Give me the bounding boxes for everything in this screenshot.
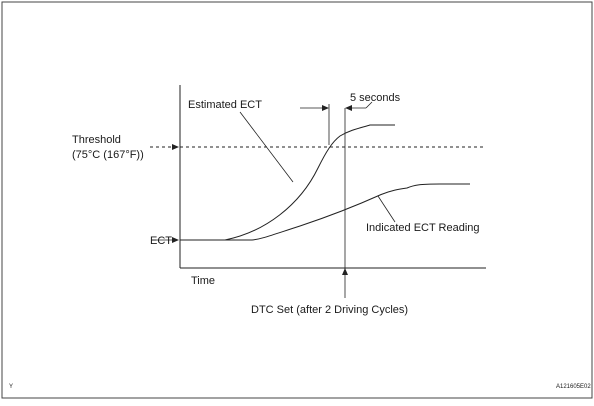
five-seconds-label: 5 seconds [350, 92, 401, 104]
five-seconds-arrow-right [345, 105, 352, 111]
indicated-ect-leader [377, 195, 396, 223]
estimated-ect-label: Estimated ECT [188, 99, 262, 111]
indicated-ect-curve [180, 183, 470, 241]
figure-id: A121605E02 [556, 384, 591, 390]
threshold-value-label: (75°C (167°F)) [72, 149, 144, 161]
five-seconds-arrow-left [322, 105, 329, 111]
corner-code-left: Y [9, 384, 13, 390]
ect-arrow [172, 237, 179, 243]
estimated-ect-leader [239, 111, 294, 183]
figure-border [1, 1, 593, 399]
dtc-arrow-head [342, 268, 348, 275]
threshold-arrow [172, 144, 179, 150]
dtc-set-label: DTC Set (after 2 Driving Cycles) [251, 304, 408, 316]
ect-label: ECT [150, 235, 172, 247]
threshold-label: Threshold [72, 134, 121, 146]
indicated-ect-label: Indicated ECT Reading [366, 222, 480, 234]
estimated-ect-curve [180, 124, 395, 241]
time-axis-label: Time [191, 275, 215, 287]
five-seconds-leader [365, 101, 373, 109]
